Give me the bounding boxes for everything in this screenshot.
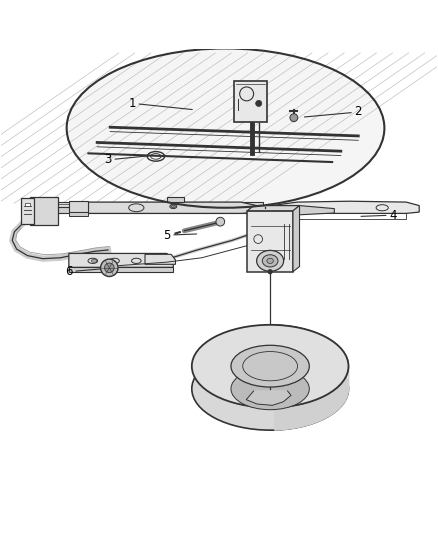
Text: 5: 5 (163, 229, 197, 241)
Polygon shape (45, 202, 262, 207)
Polygon shape (247, 211, 293, 272)
Polygon shape (88, 202, 260, 213)
Ellipse shape (91, 260, 97, 262)
Ellipse shape (171, 205, 175, 208)
Polygon shape (21, 198, 34, 224)
Polygon shape (145, 254, 176, 264)
Circle shape (256, 100, 262, 107)
Ellipse shape (170, 204, 177, 208)
Text: 1: 1 (128, 97, 192, 110)
Text: 6: 6 (65, 265, 101, 278)
Polygon shape (167, 197, 184, 202)
Polygon shape (69, 212, 88, 216)
Polygon shape (247, 206, 300, 211)
Polygon shape (69, 254, 173, 268)
Polygon shape (25, 203, 30, 206)
Circle shape (216, 217, 225, 226)
Polygon shape (293, 206, 300, 272)
Ellipse shape (67, 49, 385, 208)
Polygon shape (275, 325, 349, 430)
Polygon shape (293, 206, 334, 215)
Circle shape (101, 259, 118, 277)
Polygon shape (262, 201, 419, 216)
Polygon shape (246, 391, 291, 405)
Circle shape (105, 263, 114, 272)
Polygon shape (234, 80, 267, 122)
Ellipse shape (262, 255, 278, 267)
Circle shape (290, 114, 298, 122)
Ellipse shape (267, 258, 273, 263)
Ellipse shape (231, 368, 309, 410)
Polygon shape (69, 268, 173, 272)
Polygon shape (69, 201, 88, 212)
Text: 3: 3 (104, 154, 149, 166)
Polygon shape (30, 197, 58, 225)
Text: 2: 2 (304, 106, 362, 118)
Ellipse shape (192, 348, 349, 430)
Ellipse shape (257, 251, 284, 271)
Ellipse shape (192, 325, 349, 408)
Text: 4: 4 (361, 208, 397, 222)
Ellipse shape (231, 345, 309, 387)
Polygon shape (45, 207, 262, 213)
Circle shape (268, 269, 273, 274)
